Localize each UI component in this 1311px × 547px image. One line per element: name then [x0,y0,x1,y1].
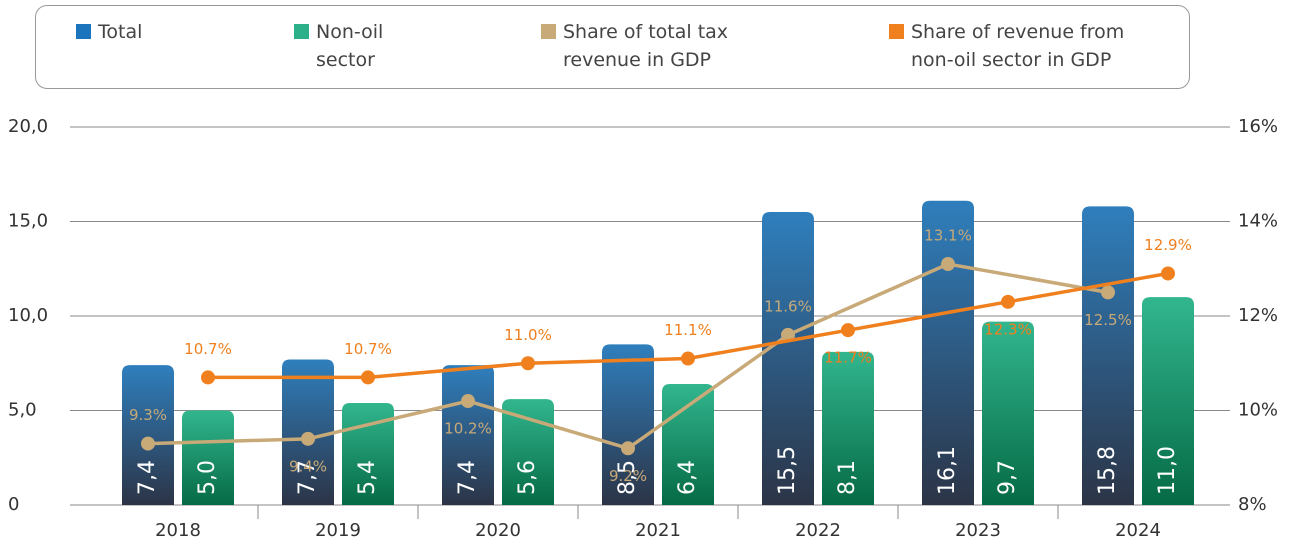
bar-value-label: 5,6 [515,460,540,495]
y-tick-label: 10,0 [8,305,48,326]
line-value-label: 11.6% [764,297,812,315]
bar [442,365,494,505]
bar [982,321,1034,505]
bar [822,351,874,505]
line-point [301,431,315,446]
line-value-label: 12.9% [1144,236,1192,254]
bar-value-label: 6,4 [675,460,700,495]
bar [922,200,974,505]
line-point [681,351,695,366]
line-point [841,323,855,338]
y-tick-label: 15,0 [8,211,48,232]
bar-value-label: 9,7 [995,460,1020,495]
line-point [781,327,795,342]
line-value-label: 10.7% [184,340,232,358]
bar-value-label: 7,4 [135,460,160,495]
bar-value-label: 8,1 [835,460,860,495]
line-point [1001,294,1015,309]
line-point [621,441,635,456]
legend-label: Share of revenue from non-oil sector in … [911,21,1125,71]
line-value-label: 12.3% [984,320,1032,338]
line-point [461,394,475,409]
line-point [141,436,155,451]
y2-tick-label: 12% [1238,305,1278,326]
bar [762,212,814,506]
legend-swatch [294,24,309,39]
legend-item: Share of total tax revenue in GDP [541,18,773,74]
legend-label: Non-oil sector [316,21,384,71]
legend-item: Share of revenue from non-oil sector in … [889,18,1171,74]
line-point [201,370,215,385]
line-value-label: 9.2% [609,467,647,485]
x-tick-label: 2019 [315,520,361,541]
y-tick-label: 0 [8,494,19,515]
legend-swatch [889,24,904,39]
legend-label: Total [98,21,143,43]
legend-item: Total [76,18,178,46]
legend-swatch [541,24,556,39]
line-value-label: 10.2% [444,420,492,438]
line-point [1161,266,1175,281]
line-value-label: 10.7% [344,340,392,358]
bar [502,399,554,505]
line-value-label: 9.3% [129,406,167,424]
y2-tick-label: 16% [1238,116,1278,137]
line-value-label: 11.1% [664,321,712,339]
bar-value-label: 11,0 [1155,446,1180,495]
line-value-label: 12.5% [1084,311,1132,329]
y2-tick-label: 14% [1238,211,1278,232]
bar-value-label: 16,1 [935,446,960,495]
line-value-label: 11.0% [504,326,552,344]
x-tick-label: 2020 [475,520,521,541]
line-point [361,370,375,385]
line-value-label: 13.1% [924,227,972,245]
line-point [941,257,955,272]
bar [182,410,234,505]
bar-value-label: 7,4 [455,460,480,495]
line-point [521,356,535,371]
legend-item: Non-oil sector [294,18,406,74]
y-tick-label: 5,0 [8,400,37,421]
x-tick-label: 2024 [1115,520,1161,541]
x-tick-label: 2021 [635,520,681,541]
bar-value-label: 15,5 [775,446,800,495]
x-tick-label: 2022 [795,520,841,541]
bar-value-label: 5,4 [355,460,380,495]
line-value-label: 9.4% [289,457,327,475]
x-tick-label: 2023 [955,520,1001,541]
y2-tick-label: 10% [1238,400,1278,421]
bar [122,365,174,505]
bar-value-label: 8,5 [615,460,640,495]
legend-swatch [76,24,91,39]
y-tick-label: 20,0 [8,116,48,137]
legend: Total Non-oil sector Share of total tax re… [35,5,1190,89]
y2-tick-label: 8% [1238,494,1267,515]
bar-value-label: 15,8 [1095,446,1120,495]
line-value-label: 11.7% [824,349,872,367]
x-tick-label: 2018 [155,520,201,541]
bar-value-label: 7,7 [295,460,320,495]
bar [602,344,654,505]
legend-label: Share of total tax revenue in GDP [563,21,729,71]
bar [1142,297,1194,505]
bar-value-label: 5,0 [195,460,220,495]
line-point [1101,285,1115,300]
